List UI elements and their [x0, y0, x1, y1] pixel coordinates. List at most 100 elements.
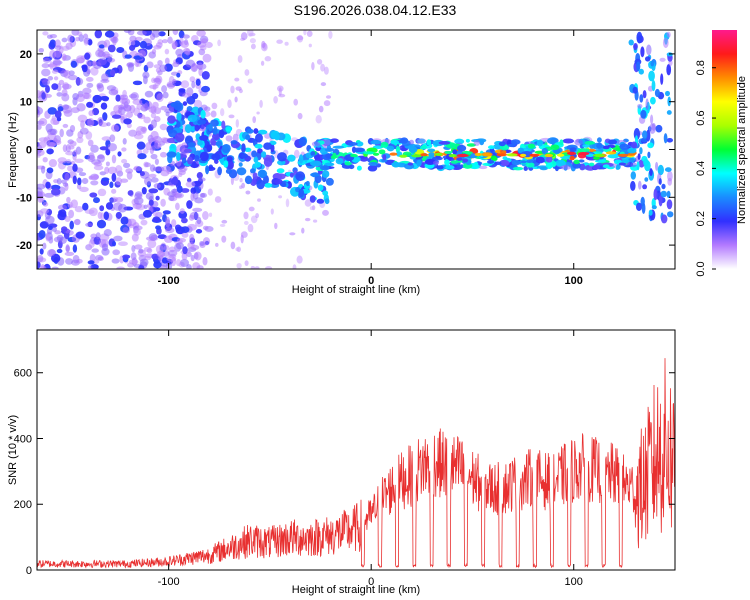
spectrogram-cell [420, 144, 428, 150]
spectrogram-cell [174, 243, 182, 252]
spectrogram-cell [545, 162, 553, 169]
spectrogram-cell [152, 166, 162, 172]
spectrogram-cell [227, 160, 234, 170]
spectrogram-cell [111, 188, 117, 194]
spectrogram-cell [144, 90, 154, 98]
spectrogram-cell [106, 85, 117, 91]
spectrogram-cell [58, 79, 65, 86]
spectrogram-cell [165, 111, 170, 117]
spectrogram-cell [158, 31, 166, 37]
spectrogram-cell [647, 142, 654, 149]
spectrogram-cell [499, 159, 510, 167]
spectrogram-cell [202, 53, 212, 63]
spectrogram-cell [102, 51, 110, 59]
spectrogram-cell [180, 40, 190, 48]
spectrogram-cell [96, 153, 106, 163]
spectrogram-cell [256, 111, 260, 115]
spectrogram-cell [206, 144, 212, 152]
spectrogram-cell [159, 151, 168, 158]
spectrogram-cell [115, 196, 124, 203]
spectrogram-cell [211, 153, 221, 161]
spectrogram-cell [37, 261, 41, 269]
spectrogram-cell [154, 77, 162, 87]
spectrogram-cell [627, 157, 636, 163]
spectrogram-cell [84, 52, 91, 60]
spectrogram-cell [235, 118, 239, 128]
spectrogram-cell [205, 165, 210, 175]
spectrogram-cell [276, 168, 285, 174]
spectrogram-cell [99, 96, 110, 101]
spectrogram-cell [644, 177, 649, 182]
spectrogram-cell [79, 127, 89, 135]
spectrogram-cell [186, 105, 193, 112]
spectrogram-cell [309, 195, 316, 203]
spectrogram-cell [81, 64, 88, 73]
spectrogram-cell [645, 98, 649, 111]
spectrogram-cell [139, 171, 145, 177]
spectrogram-cell [193, 180, 202, 187]
spectrogram-cell [122, 138, 127, 145]
spectrogram-cell [143, 246, 152, 253]
snr-ytick-label: 200 [14, 499, 32, 511]
spectrogram-cell [667, 177, 673, 186]
spectrogram-cell [117, 203, 128, 213]
spectrogram-cell [143, 204, 148, 210]
spectrogram-cell [146, 61, 154, 69]
spectrogram-cell [295, 171, 306, 182]
spectrogram-cell [289, 232, 296, 236]
spectrogram-cell [83, 33, 89, 39]
spectrogram-cell [238, 162, 243, 167]
spectrogram-cell [201, 71, 210, 80]
figure-title: S196.2026.038.04.12.E33 [294, 2, 457, 18]
spectrogram-cell [494, 161, 502, 166]
spectrogram-cell [140, 219, 148, 226]
snr-xlabel: Height of straight line (km) [292, 584, 420, 596]
spectrogram-cell [64, 172, 70, 182]
spectrogram-cell [171, 188, 179, 193]
spectrogram-cell [195, 78, 201, 86]
spectrogram-cell [316, 59, 323, 65]
spectrogram-cell [218, 129, 225, 139]
spectrogram-cell [160, 137, 169, 143]
spectrogram-cell [657, 164, 664, 176]
spectrogram-cell [170, 178, 178, 185]
spectrogram-cell [111, 114, 122, 119]
spectrogram-cell [105, 202, 114, 210]
spectrogram-cell [541, 147, 549, 155]
colorbar-tick-label: 0.6 [695, 110, 707, 125]
spectrogram-cell [99, 146, 109, 151]
spectrogram-cell [285, 198, 290, 208]
spectrogram-cell [236, 262, 242, 269]
spectrogram-cell [147, 239, 157, 249]
spectrogram-cell [131, 244, 136, 253]
spectrogram-cell [638, 180, 642, 190]
spectrogram-cell [322, 209, 329, 216]
spectrogram-cell [152, 216, 161, 223]
spectrogram-cell [111, 124, 120, 132]
spectrogram-cell [101, 73, 109, 82]
spectrogram-cell [196, 216, 202, 225]
spectrogram-cell [105, 161, 110, 167]
spectrogram-cell [250, 168, 256, 174]
spectrogram-cell [197, 119, 207, 125]
spectrogram-cell [159, 64, 167, 73]
spectrogram-cell [97, 188, 107, 197]
spectrogram-cell [45, 233, 51, 242]
spectrogram-xlabel: Height of straight line (km) [292, 284, 420, 296]
spectrogram-cell [630, 171, 636, 180]
spectrogram-cell [189, 211, 200, 220]
spectrogram-cell [180, 80, 190, 89]
spectrogram-cell [261, 40, 266, 49]
spectrogram-cell [74, 158, 84, 163]
spectrogram-cell [62, 104, 70, 110]
spectrogram-cell [633, 128, 641, 140]
spectrogram-cell [651, 79, 656, 92]
spectrogram-cell [148, 106, 156, 113]
spectrogram-cell [170, 257, 177, 267]
spectrogram-cell [260, 60, 265, 66]
spectrogram-cell [547, 137, 559, 145]
spectrogram-cell [259, 99, 263, 108]
spectrogram-cell [88, 265, 93, 269]
spectrogram-cell [133, 107, 141, 116]
spectrogram-cell [153, 211, 158, 217]
